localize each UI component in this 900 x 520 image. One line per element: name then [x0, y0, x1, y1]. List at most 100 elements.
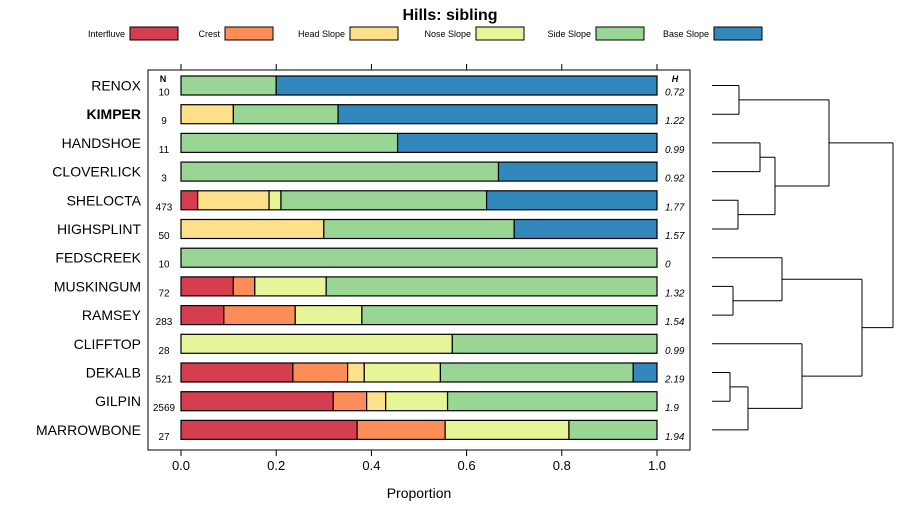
n-header: N [160, 74, 167, 84]
bar-segment [366, 391, 387, 412]
row-label: MUSKINGUM [54, 278, 141, 294]
bar-segment [292, 362, 349, 383]
bar-segment [180, 161, 500, 182]
n-value: 10 [158, 260, 170, 271]
legend-swatch [595, 26, 645, 41]
h-value: 2.19 [664, 375, 685, 386]
row-label: RENOX [91, 78, 141, 94]
legend-swatch [713, 26, 763, 41]
bar-segment [485, 190, 658, 211]
bar-segment [280, 190, 488, 211]
bar-segment [180, 75, 277, 96]
row-label: MARROWBONE [36, 422, 141, 438]
bar-segment [254, 276, 327, 297]
bar-segment [180, 190, 199, 211]
row-label: CLIFFTOP [74, 336, 141, 352]
bar-segment [325, 276, 658, 297]
n-value: 50 [158, 231, 170, 242]
row-label: KIMPER [87, 106, 141, 122]
bar-segment [332, 391, 368, 412]
n-value: 3 [161, 174, 167, 185]
bar-segment [180, 333, 453, 354]
bar-segment [451, 333, 658, 354]
legend-label: Side Slope [547, 29, 591, 39]
chart-title: Hills: sibling [402, 7, 497, 24]
n-value: 473 [156, 202, 173, 213]
row-label: GILPIN [95, 393, 141, 409]
row-label: HIGHSPLINT [57, 221, 141, 237]
h-value: 0.99 [665, 145, 685, 156]
n-values: 10 9 11 3 473 50 10 72 283 28 521 2569 27 [153, 88, 176, 443]
h-value: 0.99 [665, 346, 685, 357]
n-value: 9 [161, 116, 167, 127]
x-tick-label: 0.6 [458, 458, 476, 473]
plot-frame [147, 69, 691, 451]
h-value: 0.92 [665, 174, 685, 185]
bar-segment [197, 190, 270, 211]
bar-segment [294, 305, 363, 326]
n-value: 283 [156, 317, 173, 328]
bar-segment [356, 419, 446, 440]
bar-segment [180, 276, 234, 297]
h-value: 1.32 [665, 288, 685, 299]
row-label: HANDSHOE [62, 135, 141, 151]
x-axis: 0.0 0.2 0.4 0.6 0.8 1.0 [172, 64, 666, 473]
legend-label: Head Slope [298, 29, 345, 39]
bar-segment [385, 391, 449, 412]
legend-swatch [349, 26, 399, 41]
bar-segment [223, 305, 296, 326]
h-value: 1.9 [665, 403, 679, 414]
n-value: 11 [159, 145, 170, 156]
h-header: H [672, 74, 679, 84]
n-value: 521 [156, 375, 173, 386]
x-tick-label: 1.0 [648, 458, 666, 473]
row-labels: RENOX KIMPER HANDSHOE CLOVERLICK SHELOCTA HIG… [36, 78, 142, 438]
bar-segment [361, 305, 658, 326]
legend-label: Interfluve [88, 29, 125, 39]
h-value: 0 [665, 260, 671, 271]
bar-segment [268, 190, 282, 211]
h-value: 1.77 [665, 202, 685, 213]
x-tick-label: 0.0 [172, 458, 190, 473]
bar-segment [232, 276, 256, 297]
row-label: CLOVERLICK [52, 164, 141, 180]
bar-segment [444, 419, 570, 440]
bar-segment [180, 391, 334, 412]
bar-segment [347, 362, 365, 383]
x-tick-label: 0.8 [553, 458, 571, 473]
x-axis-label: Proportion [387, 485, 452, 501]
x-tick-label: 0.4 [362, 458, 380, 473]
row-label: RAMSEY [82, 307, 142, 323]
x-tick-label: 0.2 [267, 458, 285, 473]
bar-segment [180, 419, 358, 440]
bar-segment [180, 305, 225, 326]
bar-segment [513, 218, 658, 240]
row-label: FEDSCREEK [55, 250, 141, 266]
n-value: 28 [158, 346, 170, 357]
dendrogram [712, 85, 894, 431]
h-value: 1.57 [665, 231, 685, 242]
legend-label: Nose Slope [424, 29, 471, 39]
h-value: 1.54 [665, 317, 685, 328]
h-value: 1.22 [665, 116, 685, 127]
n-value: 10 [158, 88, 170, 99]
bar-segment [180, 132, 399, 153]
h-values: 0.72 1.22 0.99 0.92 1.77 1.57 0 1.32 1.54 0.99 2.1… [664, 88, 685, 443]
bar-segment [180, 104, 234, 125]
n-value: 2569 [153, 403, 176, 414]
bar-segment [439, 362, 634, 383]
n-value: 72 [158, 288, 170, 299]
legend-label: Crest [198, 29, 220, 39]
h-value: 1.94 [665, 432, 685, 443]
legend-swatch [129, 26, 179, 41]
h-value: 0.72 [665, 88, 685, 99]
bar-segment [180, 362, 294, 383]
bar-segment [568, 419, 658, 440]
legend-label: Base Slope [663, 29, 709, 39]
bar-segment [632, 362, 658, 383]
bar-segment [363, 362, 442, 383]
n-value: 27 [158, 432, 170, 443]
legend: Interfluve Crest Head Slope Nose Slope Side … [88, 26, 763, 41]
legend-swatch [475, 26, 525, 41]
